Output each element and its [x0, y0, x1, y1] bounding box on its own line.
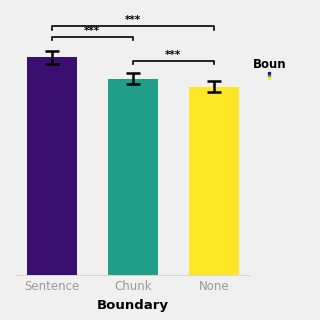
- Legend: , , : , ,: [252, 58, 287, 79]
- Text: ***: ***: [165, 50, 181, 60]
- Text: ***: ***: [84, 26, 100, 36]
- Bar: [189, 87, 239, 275]
- X-axis label: Boundary: Boundary: [97, 299, 169, 312]
- Bar: [108, 79, 158, 275]
- Bar: [27, 57, 77, 275]
- Text: ***: ***: [125, 15, 141, 25]
